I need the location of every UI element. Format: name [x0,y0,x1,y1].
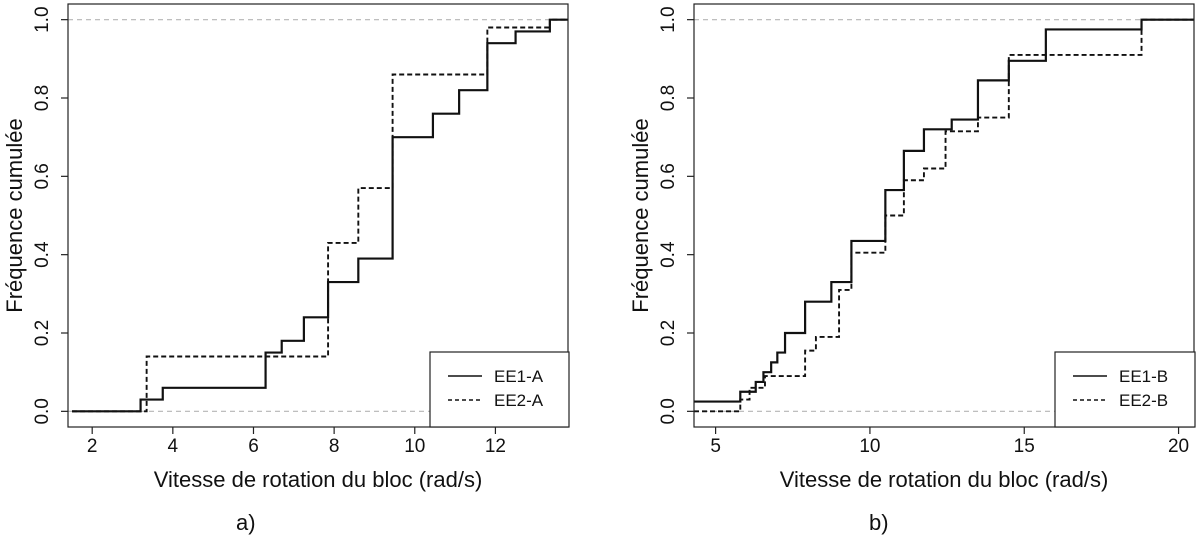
y-tick-label-2: 0.4 [32,241,53,268]
y-tick-label-3: 0.6 [32,163,53,189]
legend-a: EE1-A EE2-A [429,351,570,428]
y-tick-label-1: 0.2 [658,320,679,346]
legend-label-ee2-b: EE2-B [1119,391,1168,410]
x-tick-label-10: 10 [859,436,880,457]
y-tick-label-0: 0.0 [32,398,53,424]
x-tick-label-5: 5 [710,436,721,457]
series-line-ee1-a [72,18,568,413]
plot-frame [67,3,569,428]
legend-label-ee2-a: EE2-A [494,391,544,410]
x-tick-label-10: 10 [404,436,425,457]
x-tick-label-4: 4 [168,436,179,457]
legend-box [429,351,570,428]
y-tick-label-4: 0.8 [32,85,53,111]
series-line-ee2-a [72,18,568,413]
x-tick-label-15: 15 [1014,436,1035,457]
legend-label-ee1-b: EE1-B [1119,367,1168,386]
y-tick-label-5: 1.0 [658,6,679,32]
y-tick-label-2: 0.4 [658,241,679,268]
legend-label-ee1-a: EE1-A [494,367,544,386]
legend-b: EE1-B EE2-B [1054,351,1196,428]
x-tick-label-12: 12 [485,436,506,457]
y-tick-label-4: 0.8 [658,85,679,111]
x-tick-label-20: 20 [1168,436,1189,457]
chart-panel-a: 2 4 6 8 10 12 0.0 0.2 0.4 0.6 0.8 1.0 Vitesse de rot… [2,3,570,492]
x-axis-label-a: Vitesse de rotation du bloc (rad/s) [154,467,483,492]
series-line-ee2-b [694,18,1194,413]
y-tick-label-5: 1.0 [32,6,53,32]
x-tick-label-8: 8 [329,436,340,457]
legend-box [1054,351,1196,428]
x-tick-label-6: 6 [248,436,259,457]
panel-label-b: b) [869,510,889,535]
y-tick-label-0: 0.0 [658,398,679,424]
chart-panel-b: 5 10 15 20 0.0 0.2 0.4 0.6 0.8 1.0 Vitesse de rota… [628,3,1196,492]
x-tick-label-2: 2 [87,436,98,457]
x-axis-label-b: Vitesse de rotation du bloc (rad/s) [780,467,1109,492]
plot-frame [693,3,1195,428]
y-axis-label-b: Fréquence cumulée [628,118,653,312]
y-tick-label-1: 0.2 [32,320,53,346]
panel-label-a: a) [236,510,256,535]
series-line-ee1-b [694,18,1194,403]
y-tick-label-3: 0.6 [658,163,679,189]
y-axis-label-a: Fréquence cumulée [2,118,27,312]
